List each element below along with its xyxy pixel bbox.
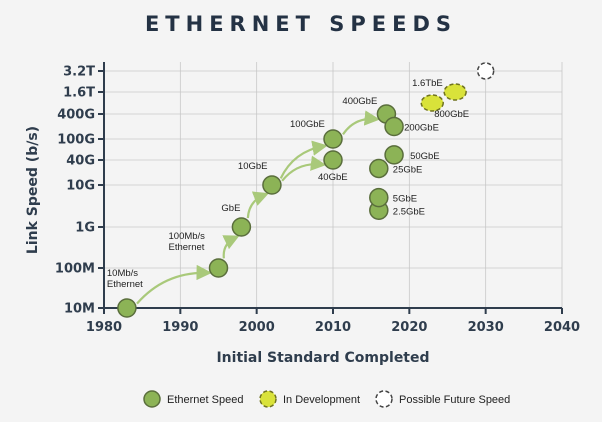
x-tick-label: 2000 [239, 320, 275, 335]
trend-arrow [279, 140, 328, 179]
trend-arrow [281, 155, 327, 182]
y-axis-label: Link Speed (b/s) [25, 126, 41, 254]
point-label: 10Mb/s Ethernet [107, 268, 143, 290]
ethernet-speed-point [384, 116, 404, 137]
axes: 10M 100M 1G 10G 40G 100G 400G 1.6T 3.2T 1980 1990 2… [25, 62, 580, 366]
legend-future-swatch [375, 390, 393, 408]
trend-arrows [136, 110, 380, 305]
ethernet-speed-point [323, 129, 343, 149]
point-label: 25GbE [393, 164, 423, 175]
ethernet-speed-point [262, 175, 282, 195]
legend-ethernet-speed-swatch [143, 390, 161, 408]
point-label: 100GbE [290, 119, 325, 130]
trend-arrow [222, 235, 240, 259]
trend-arrow [136, 264, 212, 305]
y-tick-label: 100M [55, 262, 95, 277]
point-label: GbE [221, 203, 240, 214]
legend-label: Possible Future Speed [399, 394, 510, 406]
legend-label: In Development [283, 394, 360, 406]
data-points [117, 62, 495, 318]
x-tick-label: 1990 [162, 320, 198, 335]
point-label: 50GbE [410, 151, 440, 162]
point-label: 100Mb/s Ethernet [169, 231, 206, 253]
y-tick-label: 400G [57, 108, 95, 123]
legend: Ethernet Speed In Development Possible Fut… [143, 390, 510, 408]
trend-arrow [246, 191, 269, 219]
ethernet-speed-point [323, 150, 343, 170]
y-tick-label: 100G [57, 133, 95, 148]
x-tick-label: 1980 [86, 320, 122, 335]
y-tick-label: 10G [66, 179, 95, 194]
ethernet-speed-point [369, 158, 389, 179]
point-labels: 10Mb/s Ethernet 100Mb/s Ethernet GbE 10GbE 40G… [107, 78, 469, 290]
point-label: 800GbE [434, 109, 469, 120]
x-tick-label: 2040 [544, 320, 580, 335]
legend-label: Ethernet Speed [167, 394, 243, 406]
y-tick-label: 1.6T [63, 86, 95, 101]
y-tick-label: 40G [66, 154, 95, 169]
in-development-point [443, 83, 467, 101]
point-label: 1.6TbE [412, 78, 443, 89]
y-tick-label: 3.2T [63, 65, 95, 80]
ethernet-speed-point [369, 187, 389, 208]
point-label: 400GbE [342, 96, 377, 107]
point-label: 40GbE [318, 172, 348, 183]
ethernet-speed-point [231, 217, 252, 237]
x-axis-label: Initial Standard Completed [216, 350, 429, 366]
x-tick-label: 2010 [315, 320, 351, 335]
grid-lines [103, 62, 563, 309]
ethernet-speed-point [117, 298, 137, 318]
y-tick-label: 10M [64, 302, 95, 317]
ethernet-speed-point [384, 145, 404, 165]
legend-in-development-swatch [259, 390, 277, 408]
y-tick-label: 1G [75, 221, 95, 236]
trend-arrow [342, 110, 380, 135]
in-development-point [420, 94, 444, 112]
x-tick-label: 2020 [391, 320, 427, 335]
chart-title: ETHERNET SPEEDS [144, 12, 458, 36]
point-label: 200GbE [404, 123, 439, 134]
x-tick-label: 2030 [468, 320, 504, 335]
point-label: 10GbE [238, 161, 268, 172]
future-speed-point [476, 62, 495, 80]
ethernet-speed-point [208, 258, 229, 278]
point-label: 5GbE [393, 194, 417, 205]
point-label: 2.5GbE [393, 206, 425, 217]
